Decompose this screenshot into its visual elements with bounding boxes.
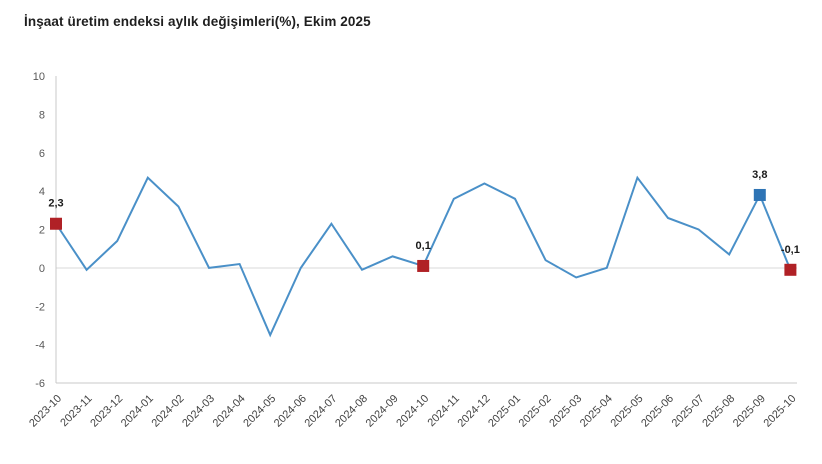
x-tick-label: 2024-09 <box>364 393 401 430</box>
data-point-label-2025-09: 3,8 <box>752 169 767 181</box>
y-tick-label: -4 <box>35 340 45 352</box>
x-tick-label: 2025-01 <box>486 393 523 430</box>
data-point-marker-2025-10[interactable] <box>784 263 797 276</box>
y-tick-label: 4 <box>39 186 45 198</box>
x-tick-label: 2025-08 <box>700 393 737 430</box>
data-point-marker-2024-10[interactable] <box>417 259 430 272</box>
data-point-label-2025-10: -0,1 <box>781 244 800 256</box>
x-tick-label: 2024-10 <box>394 393 431 430</box>
data-point-marker-2025-09[interactable] <box>753 188 766 201</box>
y-tick-label: 6 <box>39 148 45 160</box>
chart-title: İnşaat üretim endeksi aylık değişimleri(… <box>24 14 371 29</box>
data-point-marker-2023-10[interactable] <box>50 217 62 230</box>
x-tick-label: 2025-04 <box>578 393 615 430</box>
x-tick-label: 2025-05 <box>608 393 645 430</box>
x-tick-label: 2024-05 <box>241 393 278 430</box>
x-tick-label: 2025-06 <box>639 393 676 430</box>
x-tick-label: 2023-11 <box>58 393 94 429</box>
x-tick-label: 2025-02 <box>517 393 554 430</box>
data-point-label-2024-10: 0,1 <box>416 240 431 252</box>
y-tick-label: 2 <box>39 225 45 237</box>
x-tick-label: 2023-10 <box>27 393 64 430</box>
x-tick-label: 2024-03 <box>180 393 217 430</box>
y-tick-label: -6 <box>35 378 45 390</box>
x-tick-label: 2024-04 <box>211 393 248 430</box>
x-tick-label: 2024-08 <box>333 393 370 430</box>
x-tick-label: 2024-06 <box>272 393 309 430</box>
y-tick-label: 8 <box>39 109 45 121</box>
y-tick-label: 0 <box>39 263 45 275</box>
y-tick-label: 10 <box>33 71 45 83</box>
x-tick-label: 2024-12 <box>455 393 492 430</box>
y-tick-label: -2 <box>35 301 45 313</box>
x-tick-label: 2025-03 <box>547 393 584 430</box>
x-tick-label: 2024-01 <box>119 393 156 430</box>
x-tick-label: 2025-10 <box>761 393 798 430</box>
x-tick-label: 2023-12 <box>88 393 125 430</box>
data-point-label-2023-10: 2,3 <box>48 198 63 210</box>
x-tick-label: 2024-07 <box>302 393 339 430</box>
x-tick-label: 2025-09 <box>731 393 768 430</box>
data-line <box>55 175 792 338</box>
x-tick-label: 2024-02 <box>149 393 186 430</box>
x-tick-label: 2025-07 <box>670 393 707 430</box>
x-tick-label: 2024-11 <box>425 393 461 429</box>
